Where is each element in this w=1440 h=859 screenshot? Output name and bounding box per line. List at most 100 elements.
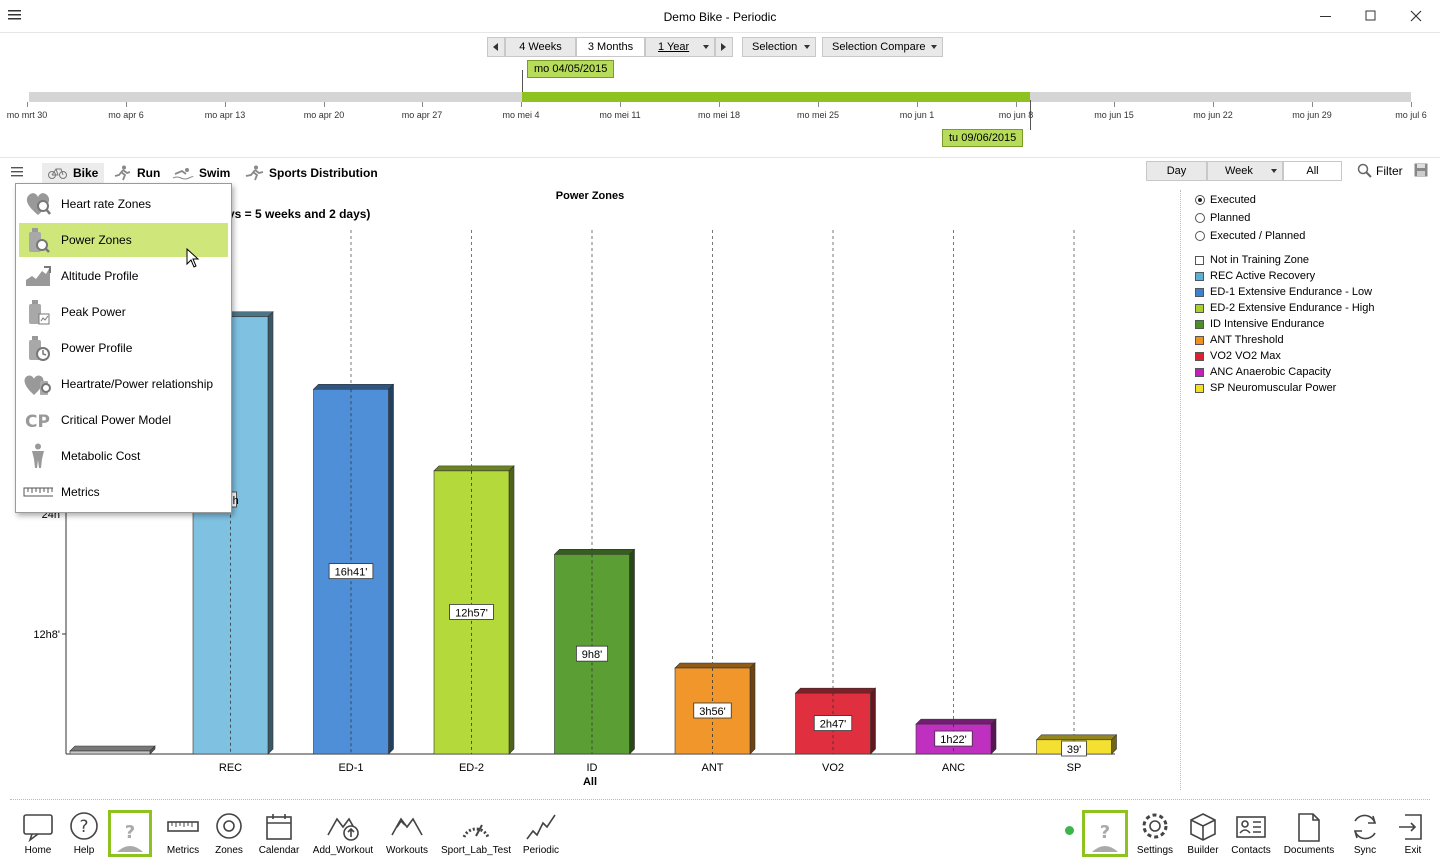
bar-face: [69, 750, 151, 755]
menu-item-label: Peak Power: [61, 305, 126, 319]
bar-top: [915, 718, 997, 725]
run-icon: [114, 165, 131, 181]
hamburger-menu-icon[interactable]: [8, 9, 22, 24]
workouts-icon: [391, 817, 423, 836]
chart-menu-icon[interactable]: [11, 166, 25, 181]
chevron-left-icon: [493, 43, 498, 51]
selection-compare-dropdown[interactable]: Selection Compare: [822, 37, 943, 57]
menu-item-label: Power Profile: [61, 341, 133, 355]
bar-top: [1035, 734, 1118, 741]
menu-item-altitude-profile[interactable]: Altitude Profile: [19, 259, 228, 293]
menu-item-heart-rate-zones[interactable]: Heart rate Zones: [19, 187, 228, 221]
nav-home[interactable]: Home: [19, 806, 57, 856]
nav-sport-lab-test[interactable]: Sport_Lab_Test: [438, 806, 514, 856]
prev-period-button[interactable]: [487, 37, 505, 57]
range-4-weeks-button[interactable]: 4 Weeks: [505, 37, 576, 57]
nav-add-workout[interactable]: Add_Workout: [308, 806, 378, 856]
home-icon: [23, 814, 53, 843]
range-1-year-button[interactable]: 1 Year: [645, 37, 715, 57]
legend-mode-0[interactable]: Executed: [1195, 194, 1256, 206]
menu-item-label: Critical Power Model: [61, 413, 172, 427]
value-label: 2h47': [820, 719, 847, 731]
nav-documents[interactable]: Documents: [1280, 806, 1338, 856]
nav-ruler[interactable]: Metrics: [160, 806, 206, 856]
granularity-week-dropdown[interactable]: Week: [1207, 161, 1283, 181]
nav-builder-cube[interactable]: Builder: [1183, 806, 1223, 856]
ruler-icon: [167, 821, 199, 832]
sync-icon: [1353, 814, 1377, 840]
close-button[interactable]: [1393, 0, 1439, 32]
svg-text:?: ?: [1100, 822, 1110, 843]
filter-button[interactable]: Filter: [1357, 163, 1403, 179]
bar-top: [674, 662, 756, 669]
granularity-all-button[interactable]: All: [1283, 161, 1342, 181]
selection-dropdown[interactable]: Selection: [742, 37, 816, 57]
nav-help[interactable]: ? Help: [64, 806, 104, 856]
legend-zone: ED-2 Extensive Endurance - High: [1195, 302, 1374, 314]
nav-settings-gear[interactable]: Settings: [1135, 806, 1175, 856]
start-date-flag[interactable]: mo 04/05/2015: [527, 60, 615, 78]
legend-swatch: [1195, 351, 1204, 361]
timeline-tick-mark: [324, 102, 325, 107]
menu-item-power-zones[interactable]: Power Zones: [19, 223, 228, 257]
nav-zones[interactable]: Zones: [208, 806, 250, 856]
svg-text:?: ?: [125, 822, 135, 843]
tab-swim[interactable]: Swim: [172, 163, 230, 183]
value-label: 16h41': [335, 567, 368, 579]
critical-power-icon: CP: [23, 405, 53, 435]
legend-swatch: [1195, 287, 1204, 297]
nav-calendar[interactable]: Calendar: [256, 806, 302, 856]
nav-user-help[interactable]: ?: [1082, 810, 1128, 857]
bar-VO2: [794, 687, 877, 755]
menu-item-metabolic-cost[interactable]: Metabolic Cost: [19, 439, 228, 473]
timeline-tick-mark: [1213, 102, 1214, 107]
end-date-flag[interactable]: tu 09/06/2015: [942, 129, 1024, 147]
menu-item-metrics[interactable]: Metrics: [19, 475, 228, 509]
timeline-tick-mark: [1312, 102, 1313, 107]
save-icon[interactable]: [1414, 163, 1428, 180]
granularity-day-button[interactable]: Day: [1146, 161, 1207, 181]
timeline-selection[interactable]: [522, 92, 1030, 102]
nav-label: Periodic: [522, 845, 560, 856]
radio-button[interactable]: [1195, 213, 1205, 223]
timeline-tick-mark: [521, 102, 522, 107]
legend-mode-2[interactable]: Executed / Planned: [1195, 230, 1305, 242]
nav-workouts[interactable]: Workouts: [381, 806, 433, 856]
legend-mode-1[interactable]: Planned: [1195, 212, 1250, 224]
tab-sports-distribution[interactable]: Sports Distribution: [243, 163, 378, 183]
minimize-button[interactable]: [1303, 0, 1349, 32]
help-icon: ?: [70, 812, 98, 840]
bar-side: [990, 718, 997, 755]
divider: [10, 799, 1430, 801]
title-bar: Demo Bike - Periodic: [0, 0, 1440, 33]
timeline-tick-mark: [620, 102, 621, 107]
chevron-down-icon: [804, 45, 810, 49]
nav-contacts[interactable]: Contacts: [1228, 806, 1274, 856]
menu-item-critical-power-model[interactable]: CP Critical Power Model: [19, 403, 228, 437]
range-3-months-button[interactable]: 3 Months: [576, 37, 645, 57]
nav-sync[interactable]: Sync: [1345, 806, 1385, 856]
nav-exit[interactable]: Exit: [1395, 806, 1431, 856]
menu-item-heartrate-power-relationship[interactable]: Heartrate/Power relationship: [19, 367, 228, 401]
next-period-button[interactable]: [715, 37, 733, 57]
menu-item-peak-power[interactable]: Peak Power: [19, 295, 228, 329]
menu-item-power-profile[interactable]: Power Profile: [19, 331, 228, 365]
bar-side: [267, 311, 274, 755]
nav-user-help[interactable]: ?: [108, 810, 152, 857]
documents-icon: [1298, 813, 1320, 842]
bar-side: [388, 383, 394, 755]
chart-subtitle: ys = 5 weeks and 2 days): [228, 207, 371, 221]
x-tick-label: VO2: [822, 762, 844, 774]
legend-zone-label: ID Intensive Endurance: [1210, 318, 1325, 330]
tab-bike-label: Bike: [73, 166, 99, 180]
radio-button[interactable]: [1195, 195, 1205, 205]
nav-periodic[interactable]: Periodic: [518, 806, 564, 856]
radio-button[interactable]: [1195, 231, 1205, 241]
nav-label: Add_Workout: [312, 845, 374, 856]
tab-run[interactable]: Run: [112, 163, 160, 183]
bar-side: [870, 687, 876, 755]
maximize-button[interactable]: [1348, 0, 1394, 32]
tab-bike[interactable]: Bike: [42, 163, 104, 183]
window-title: Demo Bike - Periodic: [663, 10, 777, 24]
x-tick-label: ID: [587, 762, 598, 774]
